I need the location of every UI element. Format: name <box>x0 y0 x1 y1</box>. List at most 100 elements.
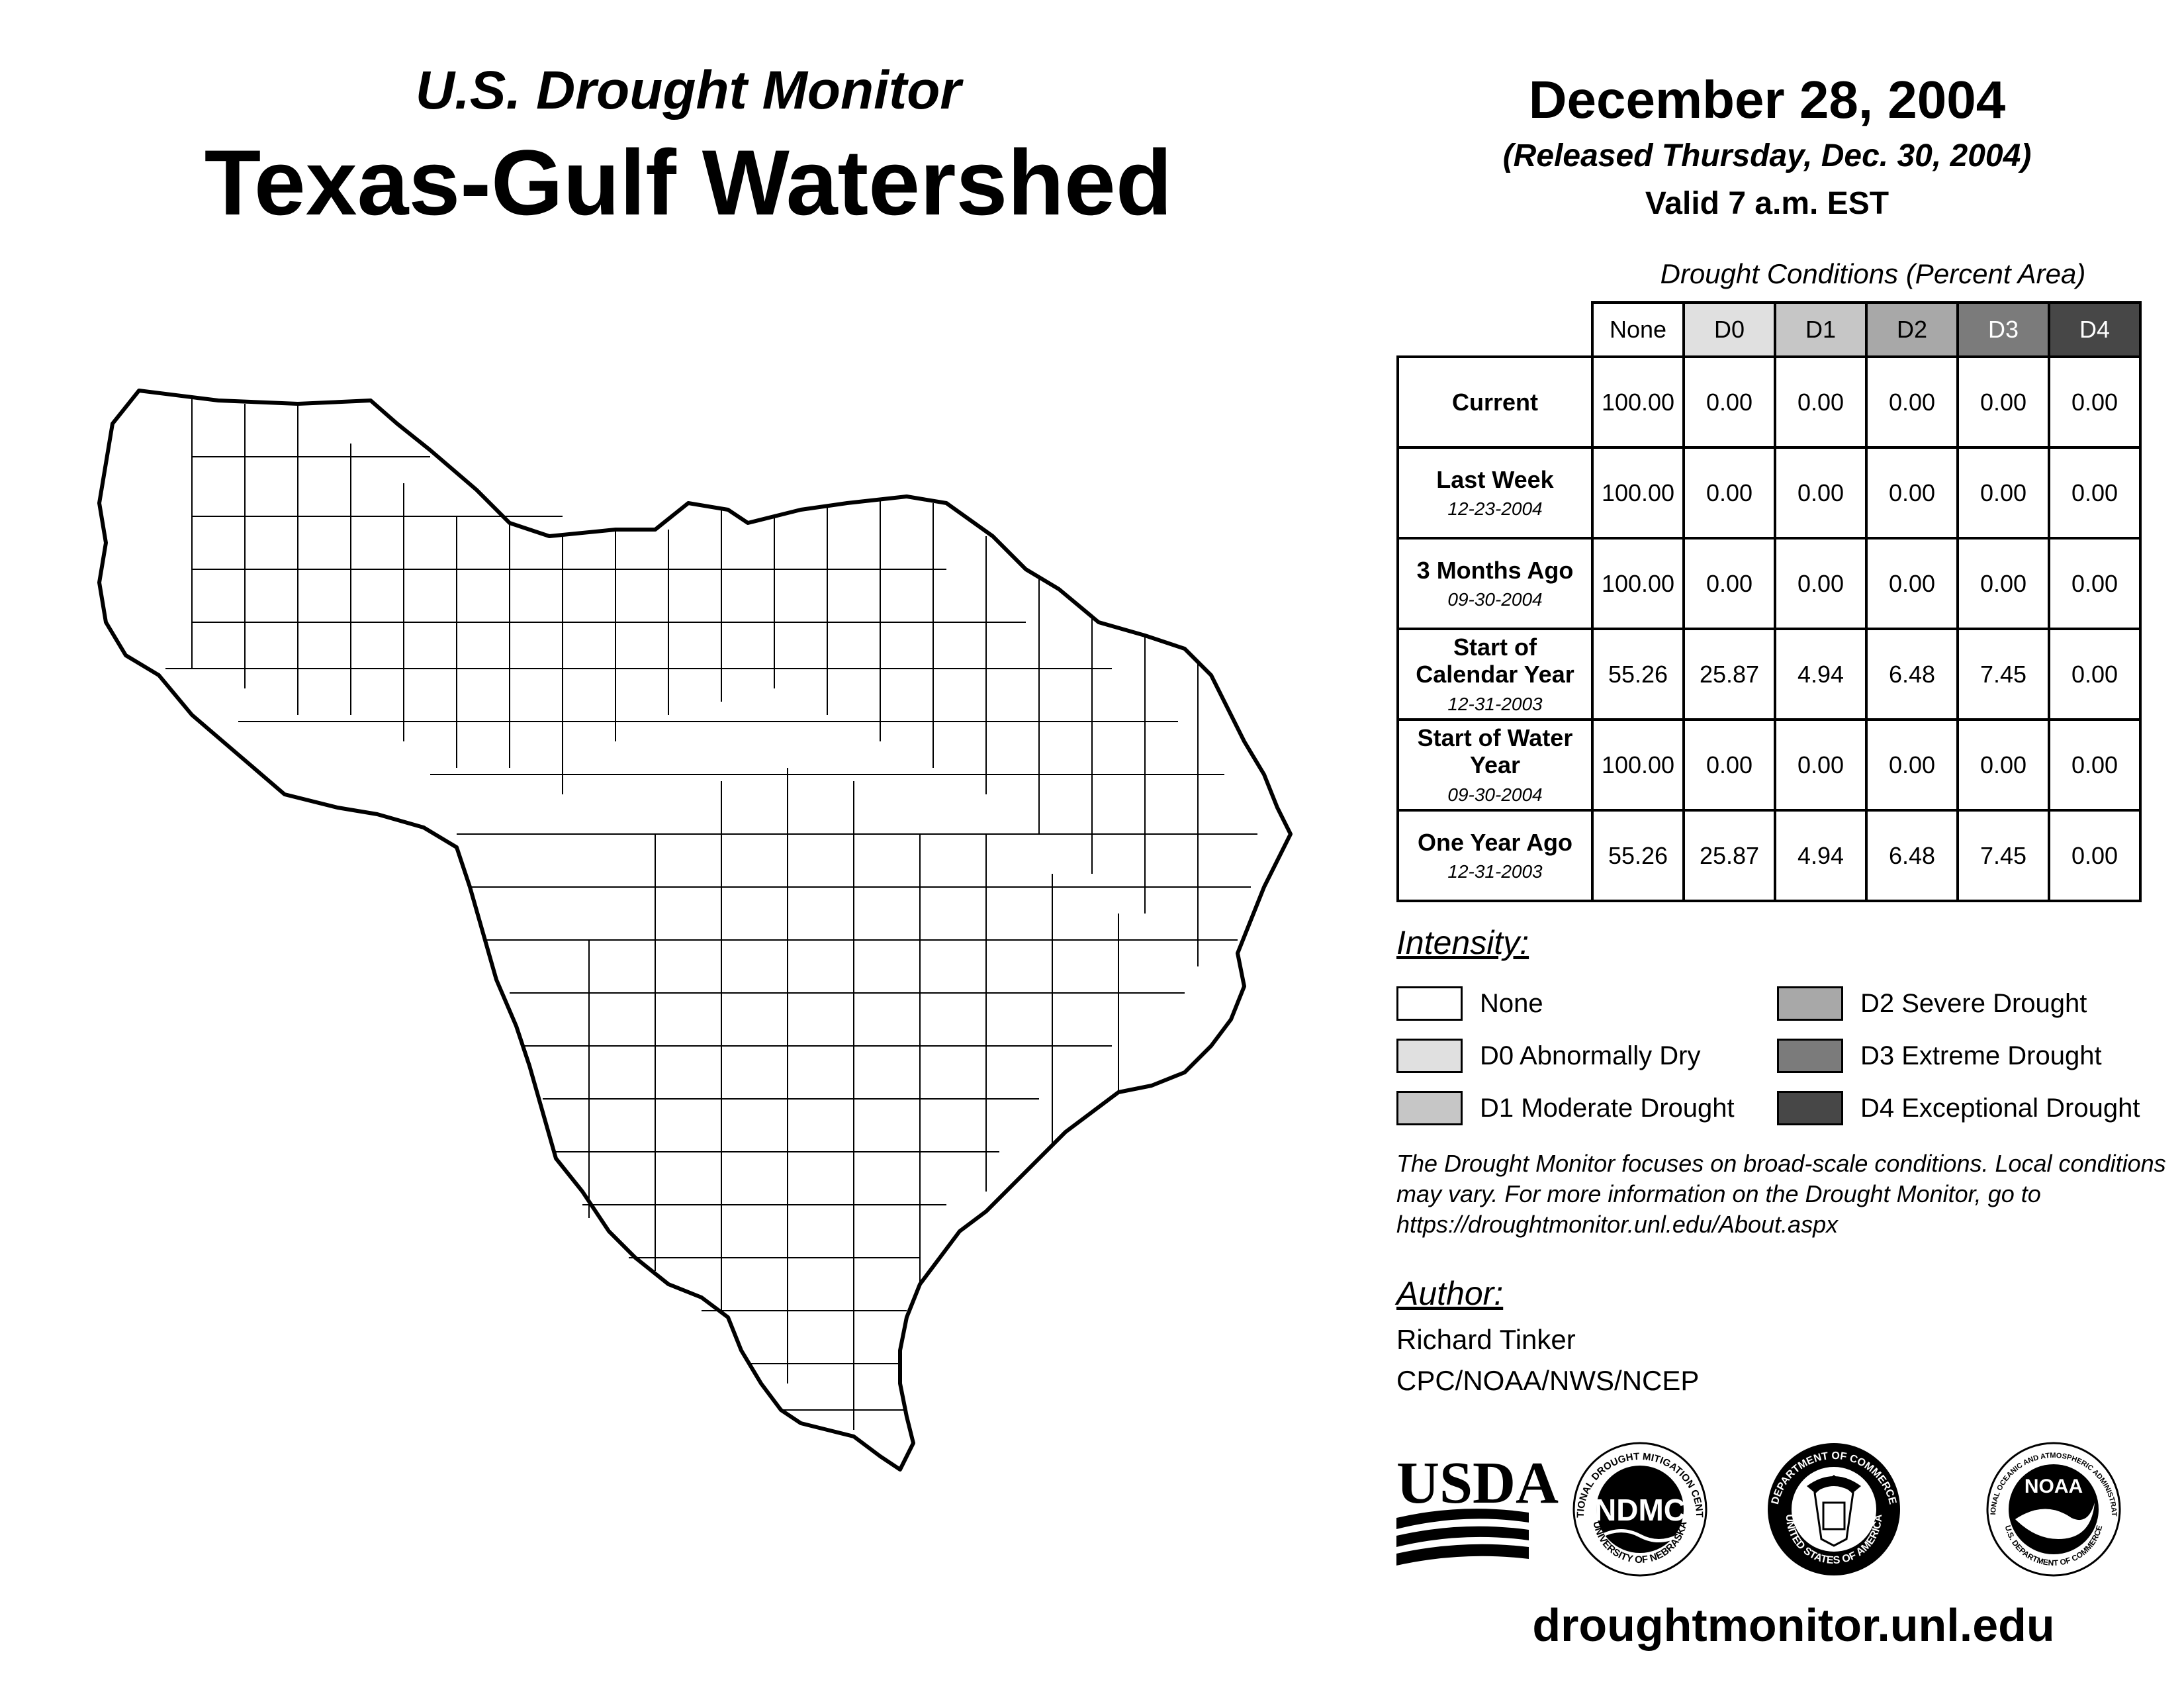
table-cell: 0.00 <box>2048 718 2142 812</box>
table-cell: 55.26 <box>1591 809 1685 902</box>
release-date: (Released Thursday, Dec. 30, 2004) <box>1502 138 2032 173</box>
row-label-text: Start of Calendar Year <box>1416 633 1574 688</box>
table-cell: 0.00 <box>2048 446 2142 539</box>
legend-item: D0 Abnormally Dry <box>1396 1039 1700 1073</box>
table-cell: 0.00 <box>2048 628 2142 721</box>
map-subtitle: U.S. Drought Monitor <box>415 60 962 120</box>
legend-item: D1 Moderate Drought <box>1396 1091 1735 1125</box>
row-label: Start of Water Year 09-30-2004 <box>1396 718 1594 812</box>
row-date: 09-30-2004 <box>1447 589 1543 610</box>
legend-item: D3 Extreme Drought <box>1777 1039 2102 1073</box>
row-date: 12-31-2003 <box>1447 861 1543 882</box>
table-cell: 0.00 <box>1865 355 1959 449</box>
disclaimer-note: The Drought Monitor focuses on broad-sca… <box>1396 1150 2166 1239</box>
website-url[interactable]: droughtmonitor.unl.edu <box>1532 1599 2055 1651</box>
table-cell: 4.94 <box>1774 628 1868 721</box>
row-label: One Year Ago 12-31-2003 <box>1396 809 1594 902</box>
table-cell: 0.00 <box>1956 355 2050 449</box>
table-cell: 0.00 <box>1865 718 1959 812</box>
valid-time: Valid 7 a.m. EST <box>1645 186 1889 221</box>
column-header: D4 <box>2048 301 2142 358</box>
author-heading: Author: <box>1396 1275 1504 1312</box>
table-cell: 100.00 <box>1591 718 1685 812</box>
legend-swatch <box>1396 1039 1463 1073</box>
table-cell: 0.00 <box>1774 355 1868 449</box>
legend-label: None <box>1480 988 1543 1018</box>
agency-logos: USDA NDMC NATIONAL DROUGHT MITIGATION CE… <box>1396 1440 2121 1577</box>
author-org: CPC/NOAA/NWS/NCEP <box>1396 1365 1700 1396</box>
table-cell: 100.00 <box>1591 537 1685 630</box>
county-boundaries <box>165 397 1257 1430</box>
svg-text:NDMC: NDMC <box>1594 1493 1686 1527</box>
watershed-map <box>97 389 1293 1472</box>
table-row: Current 100.00 0.00 0.00 0.00 0.00 0.00 <box>1396 355 2142 449</box>
row-label-text: 3 Months Ago <box>1416 556 1574 584</box>
legend-swatch <box>1396 1091 1463 1125</box>
table-cell: 7.45 <box>1956 809 2050 902</box>
table-cell: 0.00 <box>1682 446 1776 539</box>
legend-label: D4 Exceptional Drought <box>1860 1093 2140 1123</box>
table-cell: 0.00 <box>1774 446 1868 539</box>
row-label: 3 Months Ago 09-30-2004 <box>1396 537 1594 630</box>
legend-label: D3 Extreme Drought <box>1860 1041 2102 1070</box>
table-cell: 100.00 <box>1591 446 1685 539</box>
table-cell: 0.00 <box>1774 718 1868 812</box>
usda-logo: USDA <box>1396 1450 1559 1566</box>
legend-label: D1 Moderate Drought <box>1480 1093 1735 1123</box>
row-label-text: One Year Ago <box>1417 828 1573 856</box>
table-row: Last Week 12-23-2004 100.00 0.00 0.00 0.00 0.0… <box>1396 446 2142 539</box>
watershed-outline <box>97 389 1293 1472</box>
column-header: D1 <box>1774 301 1868 358</box>
table-cell: 6.48 <box>1865 809 1959 902</box>
table-cell: 0.00 <box>1956 718 2050 812</box>
column-header: D0 <box>1682 301 1776 358</box>
row-label-text: Current <box>1451 388 1538 416</box>
legend-swatch <box>1777 1039 1843 1073</box>
table-cell: 0.00 <box>1682 355 1776 449</box>
table-cell: 0.00 <box>1774 537 1868 630</box>
map-title: Texas-Gulf Watershed <box>204 130 1173 234</box>
legend-item: D4 Exceptional Drought <box>1777 1091 2140 1125</box>
table-cell: 7.45 <box>1956 628 2050 721</box>
row-label: Last Week 12-23-2004 <box>1396 446 1594 539</box>
table-cell: 0.00 <box>2048 537 2142 630</box>
drought-conditions-table: None D0 D1 D2 D3 D4 Current 100.00 0.00 0.0… <box>1396 301 2142 902</box>
table-cell: 0.00 <box>2048 355 2142 449</box>
legend-swatch <box>1777 986 1843 1021</box>
table-cell: 0.00 <box>2048 809 2142 902</box>
table-cell: 0.00 <box>1682 718 1776 812</box>
table-cell: 25.87 <box>1682 628 1776 721</box>
table-row: One Year Ago 12-31-2003 55.26 25.87 4.94 6.48… <box>1396 809 2142 902</box>
svg-text:NOAA: NOAA <box>2025 1476 2083 1497</box>
column-header: None <box>1591 301 1685 358</box>
table-row: Start of Water Year 09-30-2004 100.00 0.00 0… <box>1396 718 2142 812</box>
commerce-seal: DEPARTMENT OF COMMERCE UNITED STATES OF … <box>1768 1443 1900 1575</box>
row-label-text: Last Week <box>1436 465 1554 493</box>
table-cell: 25.87 <box>1682 809 1776 902</box>
legend-swatch <box>1777 1091 1843 1125</box>
intensity-heading: Intensity: <box>1396 924 1529 961</box>
table-cell: 0.00 <box>1865 537 1959 630</box>
table-cell: 100.00 <box>1591 355 1685 449</box>
row-label: Start of Calendar Year 12-31-2003 <box>1396 628 1594 721</box>
column-header: D3 <box>1956 301 2050 358</box>
table-cell: 0.00 <box>1682 537 1776 630</box>
legend-item: None <box>1396 986 1543 1021</box>
table-row: Start of Calendar Year 12-31-2003 55.26 25.… <box>1396 628 2142 721</box>
author-name: Richard Tinker <box>1396 1324 1576 1355</box>
table-caption: Drought Conditions (Percent Area) <box>1660 258 2086 289</box>
map-date: December 28, 2004 <box>1528 70 2006 129</box>
table-cell: 55.26 <box>1591 628 1685 721</box>
row-date: 12-23-2004 <box>1447 498 1543 520</box>
table-cell: 0.00 <box>1956 446 2050 539</box>
table-corner <box>1398 303 1592 358</box>
legend-swatch <box>1396 986 1463 1021</box>
table-row: 3 Months Ago 09-30-2004 100.00 0.00 0.00 0.00… <box>1396 537 2142 630</box>
row-label: Current <box>1396 355 1594 449</box>
table-cell: 0.00 <box>1956 537 2050 630</box>
row-date: 12-31-2003 <box>1447 693 1543 714</box>
table-cell: 4.94 <box>1774 809 1868 902</box>
svg-text:USDA: USDA <box>1396 1450 1559 1516</box>
table-cell: 0.00 <box>1865 446 1959 539</box>
row-label-text: Start of Water Year <box>1417 724 1573 779</box>
